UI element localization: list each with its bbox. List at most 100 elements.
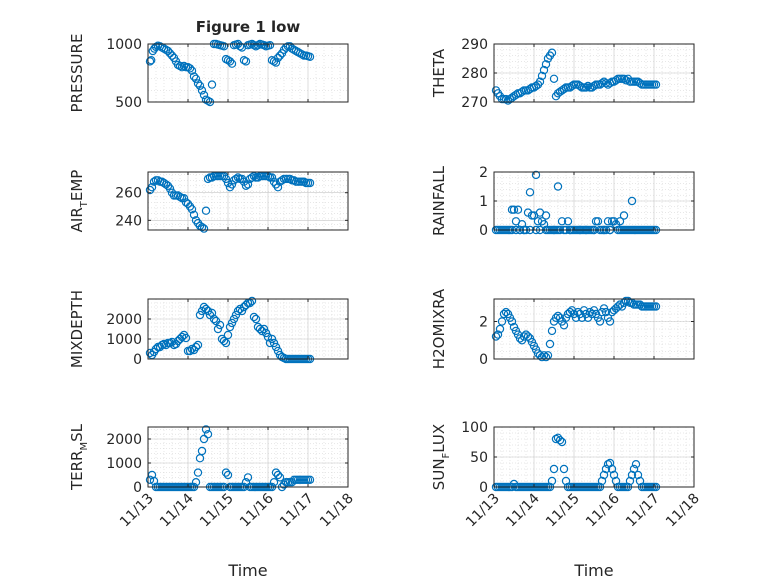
y-tick-label: 260 bbox=[115, 186, 142, 202]
data-point bbox=[275, 51, 285, 60]
data-point bbox=[549, 74, 559, 84]
data-point bbox=[531, 170, 541, 180]
data-point bbox=[605, 317, 615, 326]
data-point bbox=[599, 470, 609, 480]
data-point bbox=[201, 304, 211, 314]
data-point bbox=[545, 339, 555, 349]
data-point bbox=[597, 476, 607, 486]
data-point bbox=[547, 48, 557, 57]
data-point bbox=[239, 56, 249, 65]
data-point bbox=[197, 222, 207, 232]
data-point bbox=[195, 81, 205, 91]
data-point bbox=[601, 78, 611, 88]
data-point bbox=[227, 59, 237, 68]
x-tick-label: 11/18 bbox=[663, 491, 703, 531]
y-axis-label: H2OMIXRA bbox=[430, 288, 448, 369]
data-point bbox=[185, 346, 195, 356]
data-point bbox=[629, 464, 639, 474]
y-axis-label: RAINFALL bbox=[430, 165, 448, 236]
data-point bbox=[603, 217, 613, 226]
panel-row2-right: 0 1 2 RAINFALL bbox=[430, 165, 695, 239]
x-tick-label: 11/18 bbox=[317, 491, 357, 531]
data-point bbox=[265, 338, 275, 348]
panel-row3-left: 0 1000 2000 MIXDEPTH bbox=[68, 290, 349, 368]
data-point bbox=[253, 173, 263, 182]
y-tick-label: 50 bbox=[470, 450, 488, 466]
data-point bbox=[499, 309, 509, 319]
data-point bbox=[257, 326, 267, 336]
data-point bbox=[293, 47, 303, 57]
data-point bbox=[177, 332, 187, 342]
data-point bbox=[145, 475, 155, 484]
data-point bbox=[155, 42, 165, 51]
data-point bbox=[541, 60, 551, 69]
data-point bbox=[193, 79, 203, 88]
y-axis-label: PRESSURE bbox=[68, 34, 86, 113]
data-point bbox=[289, 176, 299, 185]
data-point bbox=[247, 173, 257, 182]
data-point bbox=[265, 41, 275, 50]
data-point bbox=[627, 470, 637, 480]
data-point bbox=[501, 94, 511, 104]
data-point bbox=[623, 296, 633, 306]
data-point bbox=[225, 322, 235, 332]
data-point bbox=[227, 180, 237, 189]
x-tick-label: 11/14 bbox=[503, 490, 543, 530]
data-point bbox=[289, 45, 299, 55]
y-axis-label: MIXDEPTH bbox=[68, 290, 86, 368]
data-point bbox=[509, 205, 519, 214]
data-point bbox=[523, 332, 533, 341]
data-point bbox=[619, 211, 629, 220]
data-point bbox=[187, 205, 197, 214]
data-point bbox=[525, 188, 535, 197]
data-point bbox=[213, 324, 223, 334]
data-point bbox=[223, 330, 233, 340]
data-point bbox=[263, 332, 273, 342]
data-point bbox=[537, 71, 547, 81]
y-tick-label: 1000 bbox=[106, 332, 142, 348]
data-point bbox=[609, 470, 619, 480]
data-point bbox=[563, 217, 573, 226]
data-point bbox=[551, 313, 561, 322]
axes-background bbox=[147, 426, 349, 488]
data-point bbox=[635, 476, 645, 486]
y-tick-label: 2000 bbox=[106, 432, 142, 448]
data-point bbox=[615, 300, 625, 309]
data-point bbox=[145, 348, 155, 358]
data-point bbox=[221, 468, 231, 477]
data-point bbox=[203, 430, 213, 439]
data-point bbox=[517, 87, 527, 97]
data-point bbox=[197, 306, 207, 316]
data-point bbox=[249, 312, 259, 322]
data-point bbox=[199, 224, 209, 233]
data-point bbox=[151, 344, 161, 354]
data-point bbox=[583, 81, 593, 91]
panel-bottom-left: 0 1000 2000 11/13 11/14 11/15 11/16 11/17 11/18 T… bbox=[68, 423, 357, 580]
x-tick-label: 11/14 bbox=[157, 490, 197, 530]
data-point bbox=[597, 78, 607, 88]
data-point bbox=[611, 76, 621, 85]
data-point bbox=[223, 470, 233, 480]
data-point bbox=[271, 58, 281, 67]
x-tick-label: 11/15 bbox=[197, 491, 237, 531]
data-point bbox=[539, 219, 549, 229]
axes-frame bbox=[147, 298, 349, 360]
data-point bbox=[145, 57, 155, 66]
y-tick-label: 0 bbox=[479, 223, 488, 239]
data-point bbox=[515, 334, 525, 343]
data-point bbox=[207, 80, 217, 89]
y-tick-label: 1 bbox=[479, 194, 488, 210]
data-point bbox=[553, 182, 563, 191]
y-tick-label: 1000 bbox=[106, 456, 142, 472]
data-point bbox=[267, 173, 277, 182]
axes-frame bbox=[147, 171, 349, 231]
data-point bbox=[149, 476, 159, 486]
data-point bbox=[175, 61, 185, 71]
series-points bbox=[145, 296, 315, 364]
x-tick-label: 11/17 bbox=[623, 491, 663, 531]
data-point bbox=[635, 78, 645, 88]
data-point bbox=[605, 458, 615, 468]
data-point bbox=[175, 192, 185, 202]
data-point bbox=[297, 50, 307, 59]
data-point bbox=[243, 473, 253, 482]
